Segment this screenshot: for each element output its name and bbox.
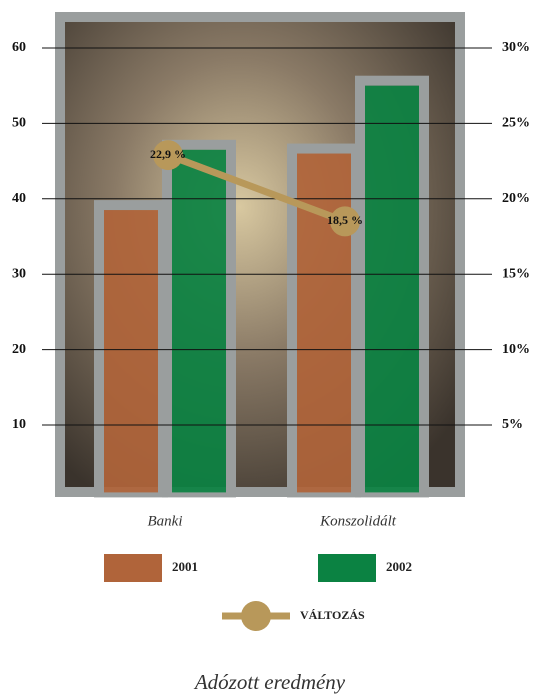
y-tick-label: 10 xyxy=(12,417,26,432)
y-tick-label: 20 xyxy=(12,342,26,357)
x-tick-label: Banki xyxy=(148,513,183,529)
legend-label: 2001 xyxy=(172,559,198,574)
chart-title: Adózott eredmény xyxy=(193,670,346,694)
value-label: 18,5 % xyxy=(327,213,363,227)
legend-label: VÁLTOZÁS xyxy=(300,608,365,622)
y2-tick-label: 10% xyxy=(502,342,530,357)
bar xyxy=(365,85,419,493)
legend-marker xyxy=(241,601,271,631)
y-tick-label: 30 xyxy=(12,266,26,281)
y2-tick-label: 30% xyxy=(502,40,530,55)
y2-tick-label: 25% xyxy=(502,116,530,131)
value-label: 22,9 % xyxy=(150,147,186,161)
y-tick-label: 50 xyxy=(12,116,26,131)
bar xyxy=(172,149,226,493)
legend-swatch xyxy=(318,554,376,582)
bar xyxy=(104,210,158,493)
y2-tick-label: 15% xyxy=(502,266,530,281)
line-point xyxy=(153,140,183,171)
y2-tick-label: 5% xyxy=(502,417,523,432)
x-tick-label: Konszolidált xyxy=(319,513,397,529)
legend-label: 2002 xyxy=(386,559,412,574)
y-tick-label: 60 xyxy=(12,40,26,55)
line-point xyxy=(330,206,360,237)
y2-tick-label: 20% xyxy=(502,191,530,206)
line xyxy=(166,151,347,225)
y-tick-label: 40 xyxy=(12,191,26,206)
legend-swatch xyxy=(104,554,162,582)
